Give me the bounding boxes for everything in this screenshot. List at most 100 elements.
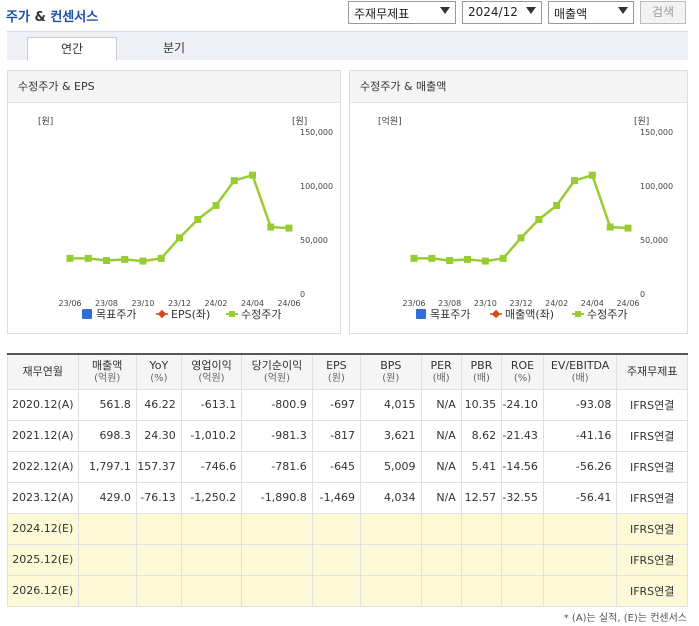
table-cell [311,512,362,545]
table-cell [460,512,503,545]
table-cell [241,543,313,576]
table-cell: 10.35 [460,388,503,421]
metric-select-value: 매출액 [554,7,588,21]
column-header: YoY (%) [135,353,182,390]
y-tick-label: 150,000 [640,128,673,137]
price-series-line [414,173,629,263]
y-unit-left: [억원] [378,115,402,127]
column-header: EPS (원) [311,353,362,390]
table-row: 2026.12(E) IFRS연결 [7,574,688,607]
tab-annual[interactable]: 연간 [27,37,117,61]
row-period: 2023.12(A) [7,481,79,514]
column-header-label: PER [430,358,452,372]
chart-right-svg: [억원] [원] 0 50,000 100,000 150,000 23/06 23/08 23… [378,115,673,321]
row-period: 2026.12(E) [7,574,79,607]
x-tick-label: 24/06 [616,299,639,308]
legend-label: 매출액(좌) [505,308,554,321]
table-cell: N/A [420,481,462,514]
price-point [176,234,183,242]
y-tick-label: 50,000 [640,236,668,245]
legend-label: 수정주가 [241,308,281,321]
account-select[interactable]: 주재무제표 [348,1,456,24]
period-select[interactable]: 2024/12 [462,1,542,24]
table-cell: -76.13 [135,481,182,514]
legend-marker-point3 [575,311,581,317]
table-cell: -56.41 [542,481,618,514]
table-cell: -24.10 [501,388,544,421]
table-cell [460,574,503,607]
table-cell [420,543,462,576]
table-cell: 429.0 [77,481,137,514]
table-cell [501,512,544,545]
column-header-label: 주재무제표 [626,365,678,379]
column-header-label: BPS [380,358,402,372]
x-tick-label: 23/08 [95,299,118,308]
metric-select[interactable]: 매출액 [548,1,634,24]
table-cell: 4,015 [360,388,422,421]
x-tick-label: 23/06 [58,299,81,308]
row-account-type: IFRS연결 [616,574,688,607]
search-button[interactable]: 검색 [640,1,686,24]
table-cell: -817 [311,419,362,452]
table-cell [77,574,137,607]
y-unit-right: [원] [634,116,649,127]
column-header-unit: (억원) [263,372,291,384]
table-cell [420,574,462,607]
table-cell: 5,009 [360,450,422,483]
column-header: ROE (%) [501,353,544,390]
price-point [428,254,436,262]
row-period: 2021.12(A) [7,419,79,452]
table-header-row: 재무연월 매출액 (억원) YoY (%) 영업이익 (억원) 당기순이익 (억원) EPS (원)… [7,353,688,390]
column-header-unit: (억원) [94,372,121,384]
table-cell: 157.37 [135,450,182,483]
price-point [446,257,454,265]
chevron-down-icon [526,7,536,14]
price-point [66,254,74,262]
chart-panel-left: 수정주가 & EPS [원] [원] 0 50,000 100,000 150,000 23… [7,70,341,334]
x-tick-label: 23/12 [168,299,191,308]
price-point [267,223,275,231]
price-point [194,215,202,223]
price-point [103,257,110,265]
price-point [212,201,220,209]
column-header-label: ROE [510,358,535,372]
row-account-type: IFRS연결 [616,450,688,483]
price-point [553,201,561,209]
legend-marker-target [82,309,92,319]
price-point [588,171,596,179]
x-tick-label: 23/10 [131,299,154,308]
table-cell: 24.30 [135,419,182,452]
row-account-type: IFRS연결 [616,543,688,576]
price-point [410,254,418,262]
tab-quarterly[interactable]: 분기 [162,41,186,55]
table-cell [542,543,618,576]
row-period: 2025.12(E) [7,543,79,576]
table-cell: 4,034 [360,481,422,514]
chevron-down-icon [440,7,450,14]
table-cell [241,512,313,545]
table-cell [501,543,544,576]
column-header-label: YoY [149,358,169,372]
chart-panel-right: 수정주가 & 매출액 [억원] [원] 0 50,000 100,000 150,000 2… [349,70,688,334]
column-header-label: EPS [326,358,347,372]
x-tick-label: 24/02 [204,299,227,308]
price-point [464,255,471,263]
table-cell: -746.6 [180,450,243,483]
table-cell: -32.55 [501,481,544,514]
price-point [606,223,614,231]
financial-table: 재무연월 매출액 (억원) YoY (%) 영업이익 (억원) 당기순이익 (억원) EPS (원)… [7,353,688,607]
table-row: 2024.12(E) IFRS연결 [7,512,688,545]
table-cell: -56.26 [542,450,618,483]
x-tick-label: 23/06 [402,299,425,308]
table-cell: N/A [420,450,462,483]
table-row: 2021.12(A) 698.3 24.30 -1,010.2 -981.3 -817 3,… [7,419,688,452]
table-cell: -981.3 [241,419,313,452]
x-tick-label: 24/02 [545,299,568,308]
table-cell [360,574,422,607]
table-cell: -800.9 [241,388,313,421]
column-header-label: 재무연월 [22,365,63,379]
column-header-label: PBR [470,358,493,372]
column-header-unit: (배) [571,372,589,384]
column-header-unit: (%) [513,372,532,384]
x-tick-label: 24/04 [581,299,604,308]
